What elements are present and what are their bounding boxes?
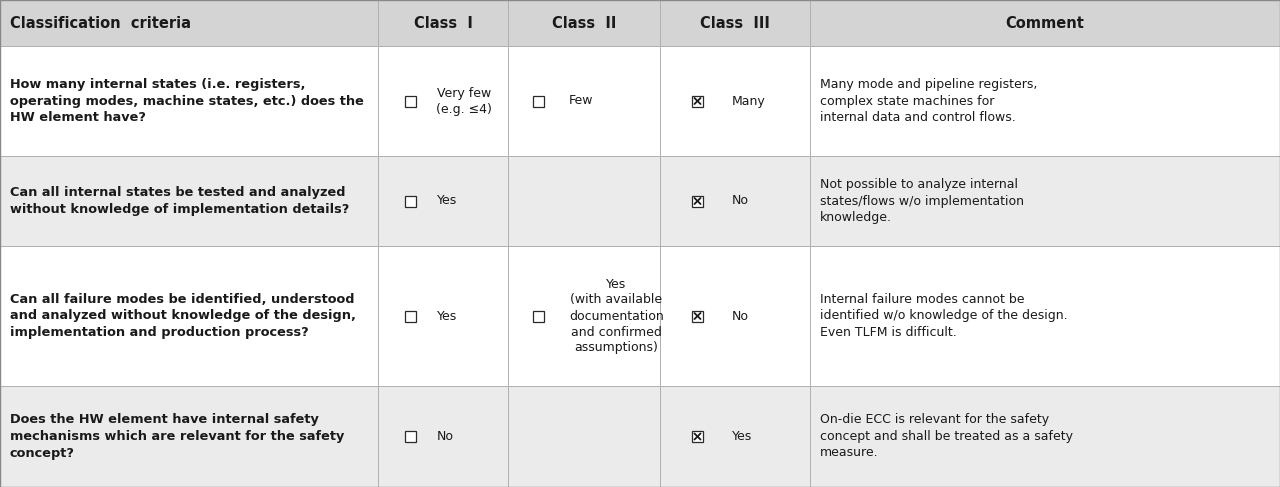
Text: Few: Few	[568, 94, 594, 108]
Bar	[404, 431, 416, 442]
Text: Internal failure modes cannot be
identified w/o knowledge of the design.
Even TL: Internal failure modes cannot be identif…	[820, 293, 1068, 339]
Bar	[0, 386, 378, 487]
Text: Not possible to analyze internal
states/flows w/o implementation
knowledge.: Not possible to analyze internal states/…	[820, 178, 1024, 224]
Text: Does the HW element have internal safety
mechanisms which are relevant for the s: Does the HW element have internal safety…	[10, 413, 344, 460]
Bar	[810, 246, 1280, 386]
Bar	[810, 386, 1280, 487]
Text: Class  II: Class II	[552, 16, 616, 31]
Bar	[660, 156, 810, 246]
Text: On-die ECC is relevant for the safety
concept and shall be treated as a safety
m: On-die ECC is relevant for the safety co…	[820, 413, 1073, 460]
Text: No: No	[732, 194, 749, 207]
Bar	[810, 156, 1280, 246]
Bar	[378, 46, 508, 156]
Text: Yes: Yes	[732, 430, 753, 443]
Bar	[378, 0, 508, 46]
Text: No: No	[436, 430, 453, 443]
Bar	[508, 0, 660, 46]
Bar	[692, 95, 703, 107]
Bar	[532, 95, 544, 107]
Bar	[404, 195, 416, 206]
Bar	[0, 46, 378, 156]
Bar	[660, 46, 810, 156]
Text: Many mode and pipeline registers,
complex state machines for
internal data and c: Many mode and pipeline registers, comple…	[820, 78, 1037, 124]
Text: No: No	[732, 310, 749, 322]
Bar	[404, 95, 416, 107]
Bar	[378, 246, 508, 386]
Bar	[378, 386, 508, 487]
Bar	[0, 246, 378, 386]
Text: Comment: Comment	[1006, 16, 1084, 31]
Bar	[660, 246, 810, 386]
Bar	[532, 311, 544, 321]
Text: How many internal states (i.e. registers,
operating modes, machine states, etc.): How many internal states (i.e. registers…	[10, 78, 364, 124]
Text: Can all failure modes be identified, understood
and analyzed without knowledge o: Can all failure modes be identified, und…	[10, 293, 356, 339]
Bar	[404, 311, 416, 321]
Bar	[660, 0, 810, 46]
Bar	[810, 46, 1280, 156]
Bar	[378, 156, 508, 246]
Bar	[692, 431, 703, 442]
Bar	[508, 46, 660, 156]
Text: Classification  criteria: Classification criteria	[10, 16, 191, 31]
Text: Yes
(with available
documentation
and confirmed
assumptions): Yes (with available documentation and co…	[568, 278, 663, 355]
Text: Many: Many	[732, 94, 765, 108]
Text: Can all internal states be tested and analyzed
without knowledge of implementati: Can all internal states be tested and an…	[10, 186, 349, 216]
Bar	[692, 311, 703, 321]
Bar	[0, 156, 378, 246]
Text: Class  I: Class I	[413, 16, 472, 31]
Bar	[508, 386, 660, 487]
Bar	[508, 156, 660, 246]
Bar	[810, 0, 1280, 46]
Text: Yes: Yes	[436, 194, 457, 207]
Text: Class  III: Class III	[700, 16, 771, 31]
Bar	[660, 386, 810, 487]
Text: Very few
(e.g. ≤4): Very few (e.g. ≤4)	[436, 87, 493, 115]
Bar	[0, 0, 378, 46]
Bar	[692, 195, 703, 206]
Bar	[508, 246, 660, 386]
Text: Yes: Yes	[436, 310, 457, 322]
